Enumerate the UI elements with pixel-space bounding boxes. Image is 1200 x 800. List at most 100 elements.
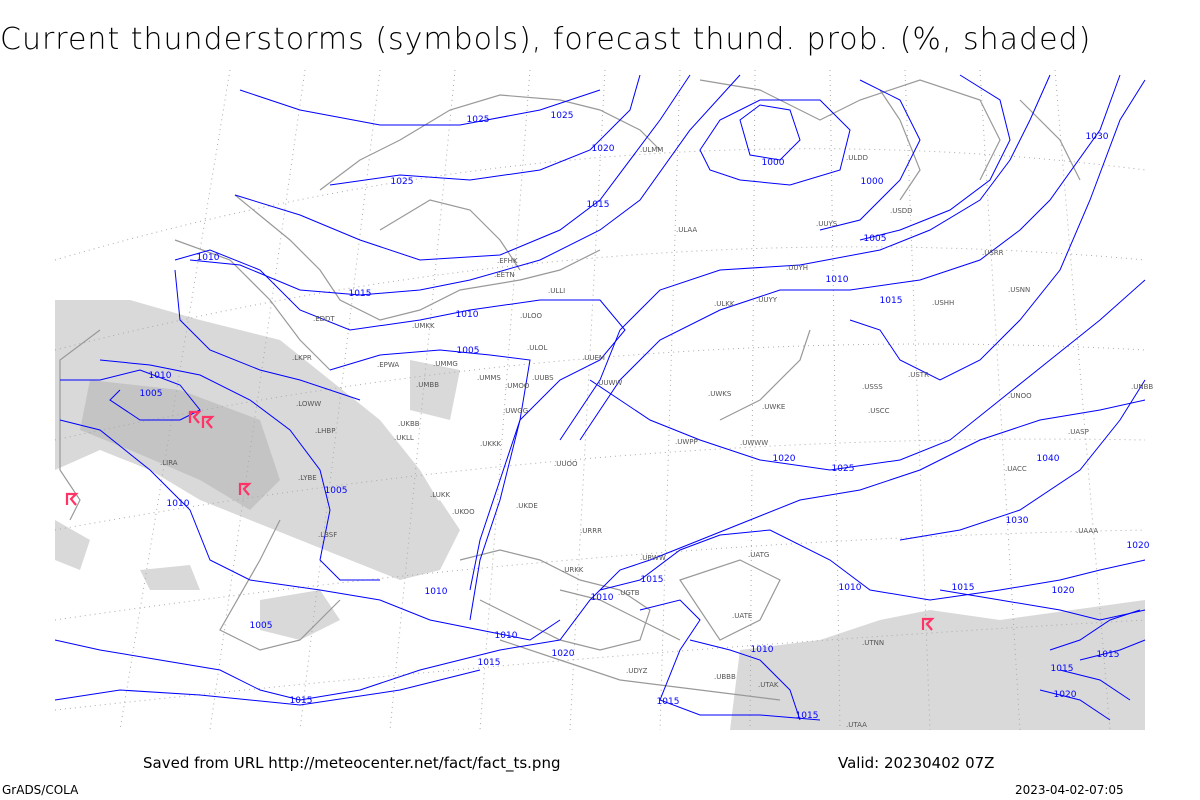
coastline bbox=[59, 329, 101, 521]
coastline bbox=[174, 239, 331, 371]
station-label: .URWW bbox=[640, 554, 666, 562]
isobar-line bbox=[819, 79, 921, 231]
isobar-label: 1020 bbox=[552, 649, 575, 659]
isobar-label: 1010 bbox=[839, 583, 862, 593]
station-label: .USTR bbox=[908, 371, 929, 379]
station-label: .LIRA bbox=[160, 459, 178, 467]
station-label: .ULAA bbox=[676, 226, 697, 234]
isobar-line bbox=[559, 74, 1051, 441]
isobar-line bbox=[234, 74, 691, 261]
coastline bbox=[719, 329, 811, 421]
isobar-label: 1015 bbox=[1097, 650, 1120, 660]
station-label: .UMMG bbox=[433, 360, 458, 368]
isobar-line bbox=[579, 74, 1121, 441]
station-label: .UMBB bbox=[416, 381, 439, 389]
isobar-label: 1010 bbox=[425, 587, 448, 597]
station-label: .UNOO bbox=[1008, 392, 1032, 400]
meridian bbox=[659, 69, 681, 731]
isobar-label: 1010 bbox=[167, 499, 190, 509]
station-label: .UWKS bbox=[708, 390, 732, 398]
isobar-label: 1015 bbox=[478, 658, 501, 668]
station-label: .UWGG bbox=[503, 407, 528, 415]
coastline bbox=[699, 79, 1001, 181]
coastline bbox=[459, 549, 651, 651]
isobar-line bbox=[329, 74, 641, 186]
isobar-line bbox=[939, 589, 1146, 621]
isobar-label: 1020 bbox=[1127, 541, 1150, 551]
meridian bbox=[389, 69, 456, 731]
station-label: .UTAK bbox=[758, 681, 779, 689]
station-label: .UKOO bbox=[452, 508, 475, 516]
isobar-label: 1015 bbox=[796, 711, 819, 721]
isobar-label: 1005 bbox=[250, 621, 273, 631]
station-label: .UWKE bbox=[762, 403, 785, 411]
station-label: .UTAA bbox=[846, 721, 867, 729]
coastline bbox=[234, 194, 601, 321]
coastline bbox=[559, 589, 681, 641]
station-label: .UDYZ bbox=[626, 667, 648, 675]
isobar-label: 1010 bbox=[495, 631, 518, 641]
station-label: .UUWW bbox=[596, 379, 622, 387]
station-label: .USHH bbox=[932, 299, 954, 307]
shaded-area bbox=[140, 565, 200, 590]
station-label: .USSS bbox=[862, 383, 883, 391]
coastline bbox=[219, 519, 341, 651]
source-url-text: Saved from URL http://meteocenter.net/fa… bbox=[143, 754, 561, 772]
isobar-line bbox=[99, 359, 380, 581]
isobar-label: 1025 bbox=[391, 177, 414, 187]
station-label: .ULLI bbox=[548, 287, 565, 295]
shaded-area bbox=[55, 520, 90, 570]
station-label: .UKDE bbox=[516, 502, 538, 510]
meridian bbox=[569, 69, 606, 731]
isobar-line bbox=[54, 669, 481, 706]
station-label: .USCC bbox=[868, 407, 890, 415]
station-label: .USDD bbox=[890, 207, 913, 215]
station-label: .UUEM bbox=[582, 354, 605, 362]
coastline bbox=[499, 639, 781, 701]
station-label: .UUBS bbox=[532, 374, 554, 382]
station-label: .ULDD bbox=[846, 154, 868, 162]
coastline bbox=[879, 89, 921, 201]
isobar-label: 1000 bbox=[762, 158, 785, 168]
isobar-label: 1020 bbox=[1052, 586, 1075, 596]
parallel bbox=[54, 438, 1146, 531]
isobar-label: 1005 bbox=[140, 389, 163, 399]
isobar-line bbox=[189, 74, 741, 296]
isobar-line bbox=[699, 99, 851, 186]
station-label: .UBBB bbox=[714, 673, 736, 681]
isobar-label: 1015 bbox=[641, 575, 664, 585]
station-label: .ULKK bbox=[714, 300, 735, 308]
station-label: .UWPP bbox=[675, 438, 698, 446]
station-label: .UATG bbox=[748, 551, 769, 559]
station-label: .UATE bbox=[732, 612, 752, 620]
isobar-labels: 1025 1025 1020 1025 1015 1010 1015 1010 1005 1010… bbox=[140, 111, 1150, 721]
station-label: .EFHK bbox=[497, 257, 518, 265]
parallel bbox=[54, 529, 1146, 621]
shaded-area bbox=[730, 600, 1145, 730]
isobar-line bbox=[54, 639, 561, 701]
isobar-label: 1000 bbox=[861, 177, 884, 187]
station-label: .EDDT bbox=[313, 315, 335, 323]
station-label: .USNN bbox=[1008, 286, 1030, 294]
coastline bbox=[319, 94, 661, 191]
station-label: .UKKK bbox=[480, 440, 502, 448]
station-label: .UKBB bbox=[398, 420, 420, 428]
station-label: .UASP bbox=[1068, 428, 1089, 436]
station-label: .UNBB bbox=[1131, 383, 1153, 391]
station-label: .UACC bbox=[1005, 465, 1027, 473]
station-label: .LKPR bbox=[292, 354, 312, 362]
isobar-line bbox=[639, 599, 821, 721]
thunderstorm-icon bbox=[238, 482, 252, 496]
station-label: .ULOL bbox=[527, 344, 548, 352]
isobar-line bbox=[899, 379, 1146, 541]
station-label: .LHBP bbox=[315, 427, 335, 435]
generated-timestamp: 2023-04-02-07:05 bbox=[1015, 783, 1124, 797]
meridian bbox=[829, 69, 841, 731]
station-label: .UUOO bbox=[554, 460, 578, 468]
isobar-line bbox=[739, 104, 801, 161]
station-labels: .ULMM .ULAA .EFHK .EETN .ULLI .ULOO .ULOL .UMKK… bbox=[160, 146, 1153, 729]
parallel bbox=[54, 148, 1146, 261]
isobar-label: 1005 bbox=[864, 234, 887, 244]
isobar-line bbox=[599, 529, 1146, 601]
